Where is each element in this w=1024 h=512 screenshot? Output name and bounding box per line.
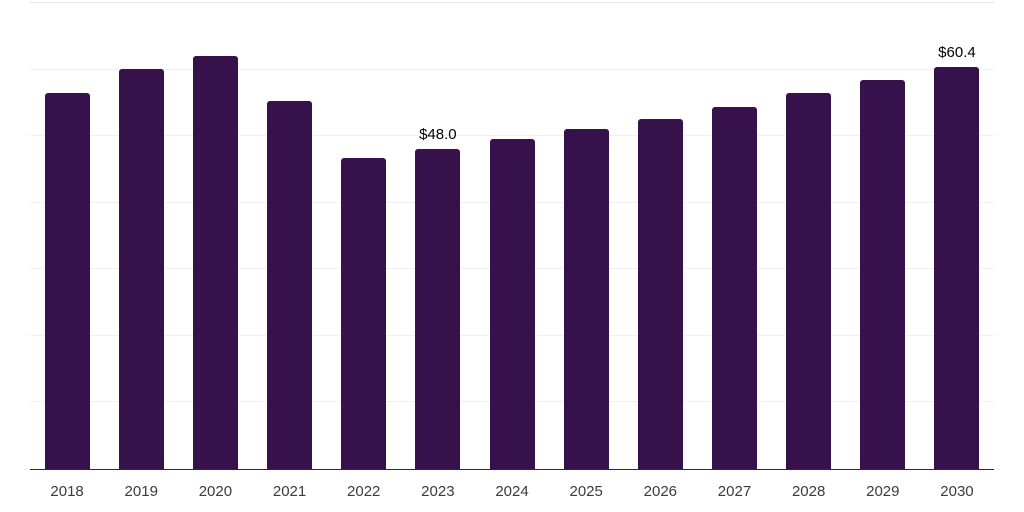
bar-band-2027: [697, 3, 771, 469]
bar-2021: [267, 100, 313, 469]
bar-2020: [192, 56, 238, 469]
bar-band-2024: [475, 3, 549, 469]
bar-2025: [563, 128, 609, 469]
x-tick-label-2025: 2025: [569, 483, 603, 500]
bar-2018: [44, 92, 90, 469]
bar-band-2023: $48.0: [401, 3, 475, 469]
bar-band-2030: $60.4: [920, 3, 994, 469]
value-label-2023: $48.0: [419, 126, 457, 144]
bar-band-2021: [252, 3, 326, 469]
value-label-2030: $60.4: [938, 43, 976, 61]
x-tick-label-2030: 2030: [940, 483, 974, 500]
bar-band-2020: [178, 3, 252, 469]
bar-band-2026: [623, 3, 697, 469]
bar-2029: [860, 80, 906, 469]
bar-band-2029: [846, 3, 920, 469]
bars-row: $48.0 $60.4: [30, 3, 994, 469]
x-tick-label-2019: 2019: [124, 483, 158, 500]
gridline-50: [30, 135, 994, 137]
bar-2027: [711, 106, 757, 469]
gridline-70: [30, 2, 994, 3]
x-axis-labels: 2018 2019 2020 2021 2022 2023 2024 2025 2026 2027…: [30, 470, 994, 500]
bar-2024: [489, 138, 535, 469]
bar-band-2028: [772, 3, 846, 469]
x-tick-label-2029: 2029: [866, 483, 900, 500]
gridline-60: [30, 68, 994, 70]
bar-2026: [637, 118, 683, 469]
x-tick-label-2021: 2021: [272, 483, 307, 500]
x-tick-label-2023: 2023: [421, 483, 455, 500]
bar-2023: $48.0: [415, 126, 461, 469]
x-tick-label-2028: 2028: [791, 483, 826, 500]
x-tick-label-2020: 2020: [198, 483, 233, 500]
x-tick-label-2027: 2027: [717, 483, 752, 500]
bar-band-2022: [327, 3, 401, 469]
x-axis-line: [30, 469, 994, 470]
bar-band-2018: [30, 3, 104, 469]
bar-2019: [118, 68, 164, 469]
x-tick-label-2022: 2022: [347, 483, 381, 500]
bar-2022: [341, 158, 387, 469]
plot-area: $48.0 $60.4: [30, 2, 994, 470]
bar-band-2019: [104, 3, 178, 469]
x-tick-label-2026: 2026: [643, 483, 678, 500]
bar-2028: [786, 92, 832, 469]
x-tick-label-2024: 2024: [495, 483, 529, 500]
bar-band-2025: [549, 3, 623, 469]
x-tick-label-2018: 2018: [50, 483, 84, 500]
bar-2030: $60.4: [934, 44, 980, 469]
